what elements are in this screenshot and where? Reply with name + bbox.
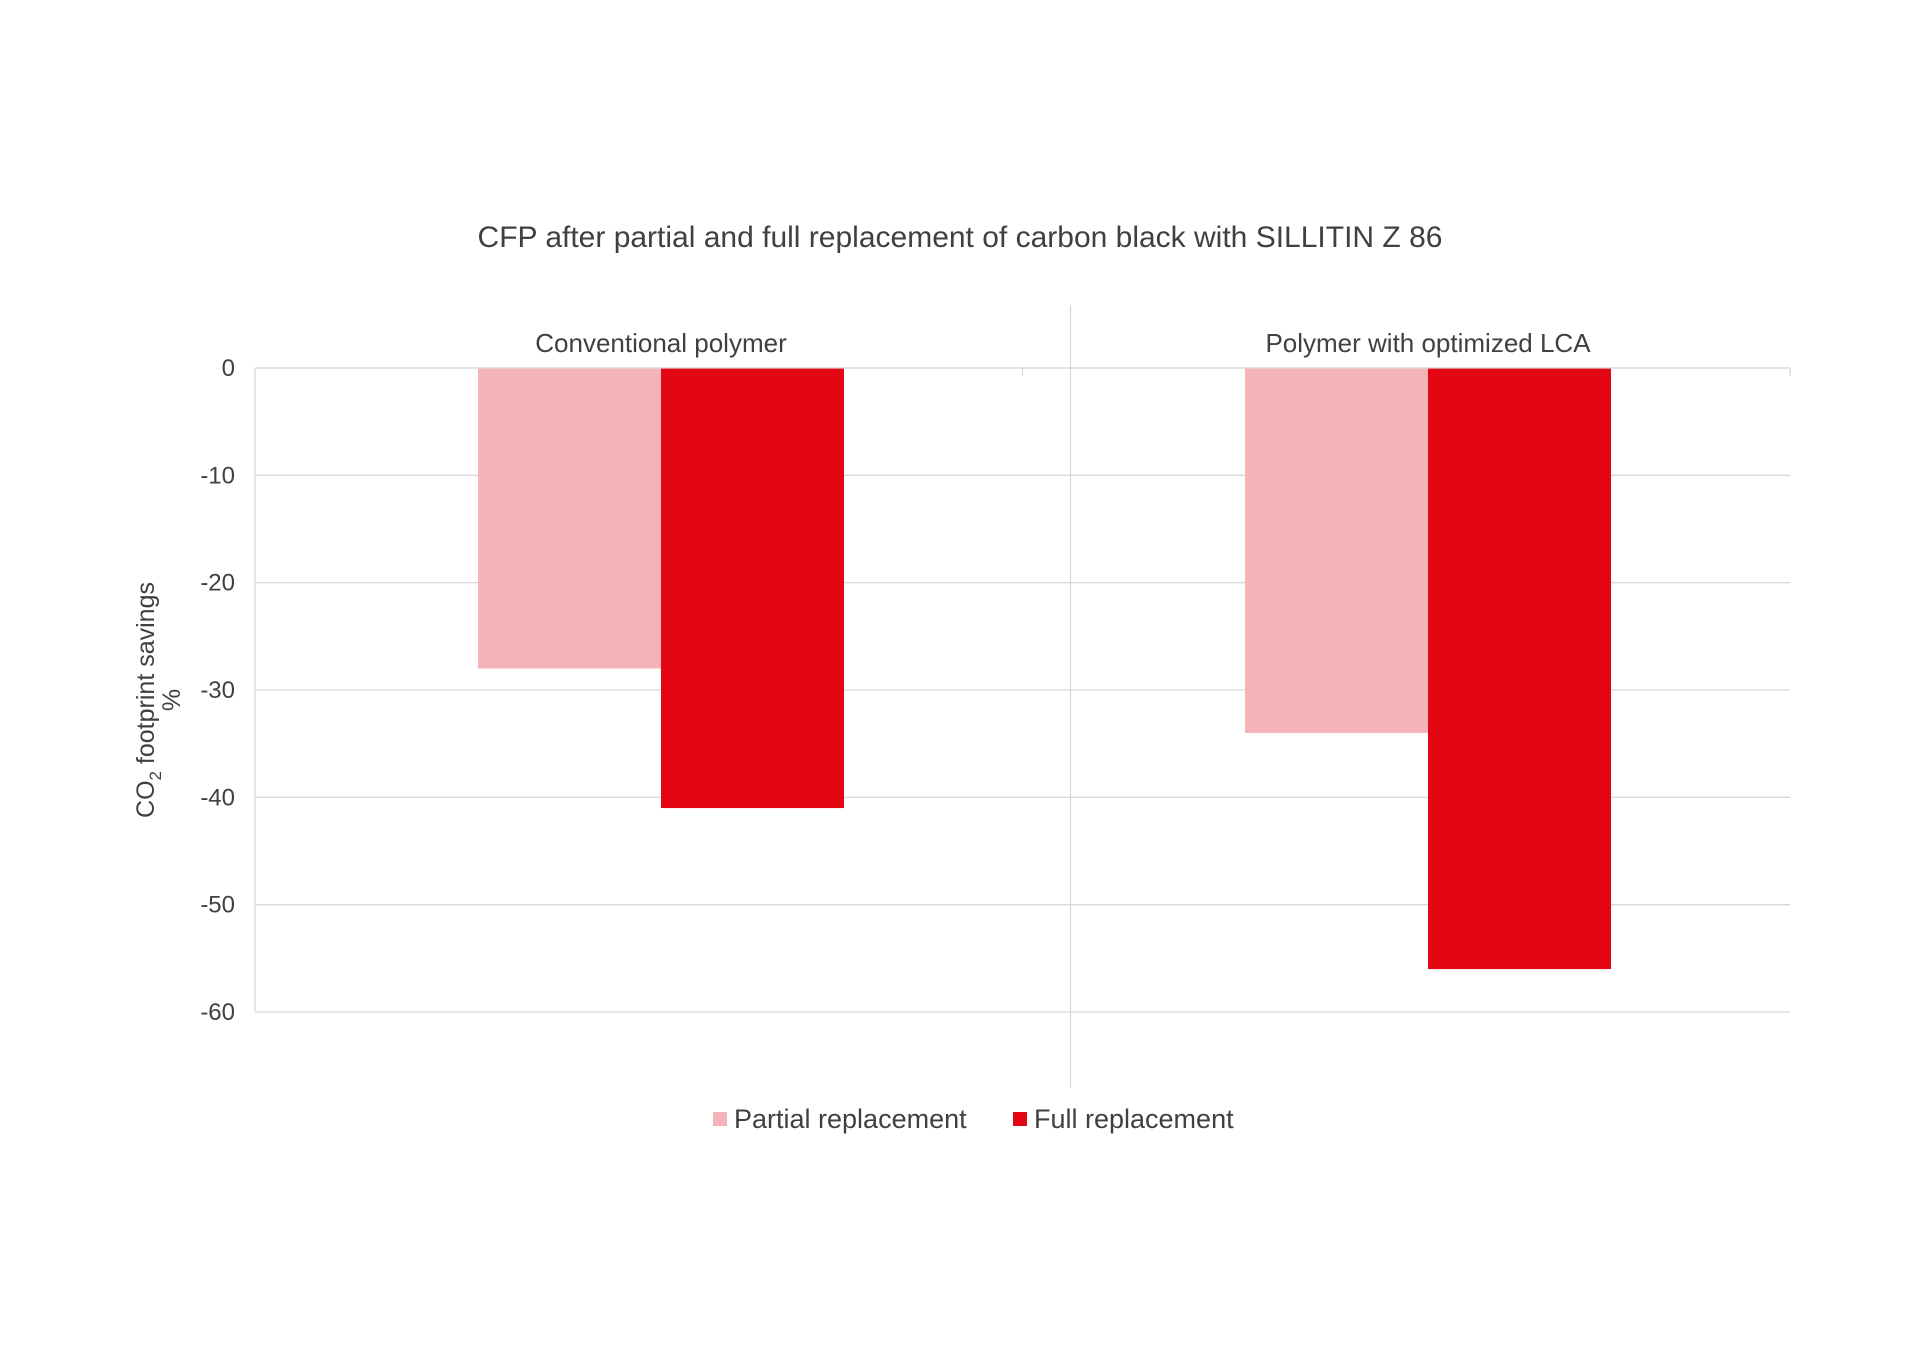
bar-full-replacement — [661, 368, 844, 809]
category-label: Conventional polymer — [535, 328, 787, 358]
y-tick-label: -40 — [200, 784, 235, 811]
legend-label: Full replacement — [1034, 1104, 1234, 1134]
y-tick-label: -30 — [200, 677, 235, 704]
y-axis-label-prefix: CO — [132, 780, 160, 818]
bar-full-replacement — [1428, 368, 1611, 970]
legend-swatch — [1013, 1112, 1027, 1126]
y-axis-label: CO2 footprint savings — [132, 582, 165, 818]
bar-partial-replacement — [478, 368, 661, 669]
category-label: Polymer with optimized LCA — [1265, 328, 1591, 358]
y-axis-unit: % — [158, 689, 186, 711]
y-axis-ticks: 0 -10 -20 -30 -40 -50 -60 — [200, 355, 235, 1026]
y-tick-label: -10 — [200, 462, 235, 489]
chart-title: CFP after partial and full replacement o… — [478, 221, 1443, 254]
y-tick-label: -60 — [200, 999, 235, 1026]
bars — [255, 367, 1790, 970]
y-tick-label: -20 — [200, 570, 235, 597]
y-tick-label: 0 — [222, 355, 235, 382]
bar-partial-replacement — [1245, 368, 1428, 733]
y-tick-label: -50 — [200, 892, 235, 919]
legend: Partial replacement Full replacement — [713, 1104, 1234, 1134]
legend-swatch — [713, 1112, 727, 1126]
y-axis-label-suffix: footprint savings — [132, 582, 160, 771]
y-axis-label-subscript: 2 — [146, 771, 165, 780]
legend-label: Partial replacement — [734, 1104, 967, 1134]
category-labels: Conventional polymer Polymer with optimiz… — [535, 328, 1591, 358]
